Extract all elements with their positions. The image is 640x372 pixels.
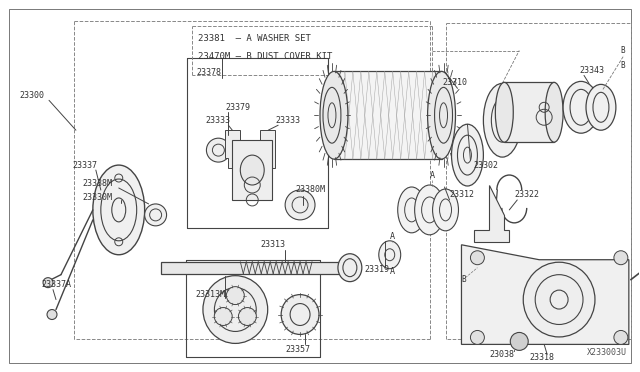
- Ellipse shape: [451, 124, 483, 186]
- Circle shape: [470, 251, 484, 265]
- Ellipse shape: [545, 82, 563, 142]
- Text: A: A: [390, 232, 395, 241]
- Polygon shape: [260, 130, 275, 168]
- Text: 23313: 23313: [260, 240, 285, 249]
- Text: 23343: 23343: [579, 66, 604, 75]
- Text: 23337A: 23337A: [41, 280, 71, 289]
- Text: 23381  — A WASHER SET: 23381 — A WASHER SET: [198, 34, 311, 43]
- Ellipse shape: [93, 165, 145, 255]
- Text: 23330M: 23330M: [83, 193, 113, 202]
- Ellipse shape: [320, 71, 348, 159]
- Circle shape: [239, 308, 257, 326]
- Text: 23333: 23333: [205, 116, 230, 125]
- Circle shape: [614, 330, 628, 344]
- Text: 23319: 23319: [365, 265, 390, 274]
- Ellipse shape: [415, 185, 445, 235]
- Bar: [161, 262, 350, 274]
- Ellipse shape: [203, 276, 268, 343]
- Ellipse shape: [397, 187, 426, 233]
- Text: 23313M: 23313M: [195, 290, 225, 299]
- Bar: [504, 82, 554, 142]
- Ellipse shape: [145, 204, 166, 226]
- Ellipse shape: [563, 81, 599, 133]
- Text: 23300: 23300: [19, 91, 44, 100]
- Polygon shape: [461, 245, 629, 344]
- Circle shape: [214, 308, 232, 326]
- Ellipse shape: [495, 82, 513, 142]
- Ellipse shape: [586, 84, 616, 130]
- Ellipse shape: [43, 278, 53, 288]
- Ellipse shape: [338, 254, 362, 282]
- Ellipse shape: [285, 190, 315, 220]
- Text: B: B: [461, 275, 466, 284]
- Text: 23337: 23337: [73, 161, 98, 170]
- Text: A: A: [390, 267, 395, 276]
- Bar: [232, 140, 272, 200]
- Circle shape: [227, 286, 244, 305]
- Text: B: B: [621, 61, 625, 70]
- Text: A: A: [429, 170, 435, 180]
- Ellipse shape: [524, 262, 595, 337]
- Text: 23302: 23302: [474, 161, 499, 170]
- Text: 23322: 23322: [515, 190, 540, 199]
- Circle shape: [510, 333, 528, 350]
- Text: 23379: 23379: [225, 103, 250, 112]
- Polygon shape: [474, 185, 509, 242]
- Ellipse shape: [281, 295, 319, 334]
- Bar: [334, 71, 442, 159]
- Text: 23310: 23310: [442, 78, 468, 87]
- Polygon shape: [225, 130, 240, 168]
- Circle shape: [470, 330, 484, 344]
- Ellipse shape: [379, 241, 401, 269]
- Ellipse shape: [240, 155, 264, 185]
- Ellipse shape: [47, 310, 57, 320]
- Text: 23378: 23378: [196, 68, 221, 77]
- Text: 23470M — B DUST COVER KIT: 23470M — B DUST COVER KIT: [198, 52, 333, 61]
- Text: X233003U: X233003U: [587, 348, 627, 357]
- Text: 23038: 23038: [490, 350, 515, 359]
- Text: 23312: 23312: [449, 190, 474, 199]
- Text: 23318: 23318: [529, 353, 554, 362]
- Circle shape: [614, 251, 628, 265]
- Ellipse shape: [483, 83, 521, 157]
- Text: 23380M: 23380M: [295, 186, 325, 195]
- Ellipse shape: [433, 189, 458, 231]
- Text: 23333: 23333: [275, 116, 300, 125]
- Text: 23357: 23357: [285, 345, 310, 354]
- Text: 23338M: 23338M: [83, 179, 113, 187]
- Circle shape: [207, 138, 230, 162]
- Text: B: B: [621, 46, 625, 55]
- Ellipse shape: [428, 71, 456, 159]
